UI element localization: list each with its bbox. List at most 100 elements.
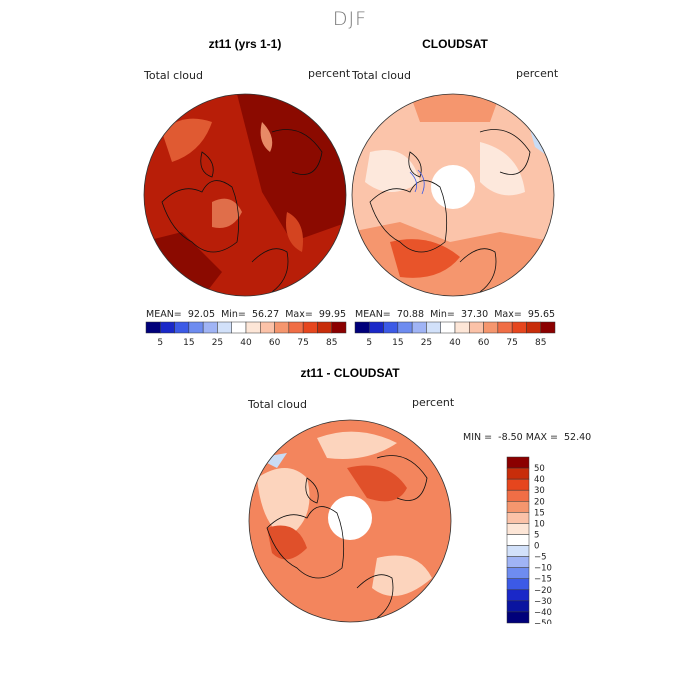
colorbar-tick-label: 40 bbox=[534, 475, 545, 485]
stat-min-value: -8.50 bbox=[498, 432, 523, 443]
colorbar-model: 515254060758595 bbox=[145, 321, 347, 348]
coastline bbox=[369, 180, 448, 253]
colorbar-tick-label: 25 bbox=[421, 338, 432, 348]
colorbar-swatch bbox=[174, 321, 190, 334]
stat-min-value: 56.27 bbox=[251, 309, 280, 320]
colorbar-tick-label: 75 bbox=[297, 338, 308, 348]
colorbar-tick-label: −30 bbox=[534, 597, 552, 607]
stat-max-label: Max= bbox=[494, 309, 522, 320]
colorbar-tick-label: 5 bbox=[157, 338, 163, 348]
season-title: DJF bbox=[332, 8, 368, 30]
map-border bbox=[248, 419, 452, 623]
colorbar-swatch bbox=[260, 321, 275, 334]
colorbar-swatch bbox=[469, 321, 484, 334]
colorbar-swatch bbox=[506, 489, 530, 502]
contour-blue bbox=[417, 169, 425, 195]
map-field-strong bbox=[390, 239, 460, 278]
colorbar-tick-label: 60 bbox=[269, 338, 281, 348]
colorbar-swatch bbox=[288, 321, 304, 334]
colorbar-swatch bbox=[454, 321, 470, 334]
colorbar-tick-label: 0 bbox=[534, 542, 539, 552]
colorbar-swatch bbox=[506, 478, 530, 491]
colorbar-swatch bbox=[506, 501, 530, 513]
coastline bbox=[161, 180, 240, 253]
panel-title-obs: CLOUDSAT bbox=[422, 37, 488, 51]
polar-map-diff bbox=[248, 419, 452, 623]
colorbar-tick-label: 75 bbox=[506, 338, 517, 348]
coastline bbox=[266, 506, 345, 579]
contour-blue bbox=[409, 171, 418, 193]
colorbar-swatch bbox=[188, 321, 204, 334]
stat-max-label: Max= bbox=[285, 309, 313, 320]
colorbar-swatch bbox=[145, 321, 161, 334]
map-border bbox=[143, 93, 347, 297]
colorbar-swatch bbox=[202, 321, 218, 334]
map-field-pale bbox=[480, 142, 525, 196]
colorbar-swatch bbox=[506, 556, 530, 568]
colorbar-tick-label: 25 bbox=[212, 338, 223, 348]
colorbar-swatch bbox=[506, 578, 530, 591]
map-field-light bbox=[260, 122, 273, 152]
stat-mean-value: 70.88 bbox=[396, 309, 425, 320]
coastline bbox=[376, 455, 428, 501]
coastline bbox=[200, 151, 214, 178]
polar-map-model bbox=[143, 93, 347, 297]
coastline bbox=[356, 574, 394, 619]
colorbar-swatch bbox=[397, 321, 413, 334]
colorbar-tick-label: 20 bbox=[534, 497, 545, 507]
colorbar-swatch bbox=[317, 321, 332, 334]
map-field-mid bbox=[410, 94, 500, 122]
colorbar-swatch bbox=[526, 321, 541, 334]
colorbar-swatch bbox=[540, 321, 556, 334]
colorbar-swatch bbox=[506, 456, 530, 469]
map-field-pale bbox=[317, 431, 397, 459]
map-border bbox=[351, 93, 555, 297]
stat-mean-value: 92.05 bbox=[187, 309, 216, 320]
stats-model: MEAN= 92.05 Min= 56.27 Max= 99.95 bbox=[146, 309, 346, 320]
colorbar-swatch bbox=[302, 321, 318, 334]
colorbar-swatch bbox=[274, 321, 290, 334]
colorbar-tick-label: 5 bbox=[534, 530, 539, 540]
coastline bbox=[459, 248, 497, 293]
colorbar-swatch bbox=[411, 321, 427, 334]
colorbar-swatch bbox=[369, 321, 384, 334]
coastline bbox=[251, 248, 289, 293]
colorbar-tick-label: 30 bbox=[534, 486, 545, 496]
panel-title-model: zt11 (yrs 1-1) bbox=[208, 37, 282, 51]
colorbar-swatch bbox=[440, 321, 456, 334]
map-field-pale bbox=[257, 468, 310, 538]
map-field-strong bbox=[347, 465, 407, 502]
colorbar-swatch bbox=[426, 321, 441, 334]
colorbar-tick-label: −50 bbox=[534, 619, 552, 624]
stat-min-label: Min= bbox=[221, 309, 246, 320]
stat-max-label: MAX = bbox=[525, 432, 558, 443]
stat-min-label: MIN = bbox=[463, 432, 493, 443]
stats-diff: MIN = -8.50 MAX = 52.40 bbox=[463, 432, 591, 443]
colorbar-swatch bbox=[506, 534, 530, 546]
panel-title-diff: zt11 - CLOUDSAT bbox=[300, 366, 400, 380]
map-field-pale bbox=[365, 150, 420, 192]
colorbar-swatch bbox=[506, 600, 530, 613]
colorbar-swatch bbox=[231, 321, 247, 334]
map-field-strong bbox=[267, 525, 307, 560]
stats-obs: MEAN= 70.88 Min= 37.30 Max= 95.65 bbox=[355, 309, 555, 320]
colorbar-obs: 515254060758595 bbox=[354, 321, 556, 348]
colorbar-tick-label: 5 bbox=[366, 338, 372, 348]
coastline bbox=[305, 477, 319, 504]
coastline bbox=[408, 151, 422, 178]
map-field-light bbox=[212, 198, 242, 228]
variable-label-obs: Total cloud bbox=[352, 69, 411, 82]
variable-label-diff: Total cloud bbox=[248, 398, 307, 411]
colorbar-tick-label: −10 bbox=[534, 564, 552, 574]
units-label-diff: percent bbox=[412, 396, 455, 409]
map-field-light bbox=[162, 118, 212, 162]
colorbar-tick-label: 15 bbox=[534, 508, 545, 518]
colorbar-swatch bbox=[506, 567, 530, 579]
colorbar-tick-label: −40 bbox=[534, 608, 552, 618]
colorbar-swatch bbox=[217, 321, 232, 334]
colorbar-tick-label: 10 bbox=[534, 519, 545, 529]
map-missing-data bbox=[431, 165, 475, 209]
map-missing-data bbox=[328, 496, 372, 540]
units-label-model: percent bbox=[308, 67, 351, 80]
